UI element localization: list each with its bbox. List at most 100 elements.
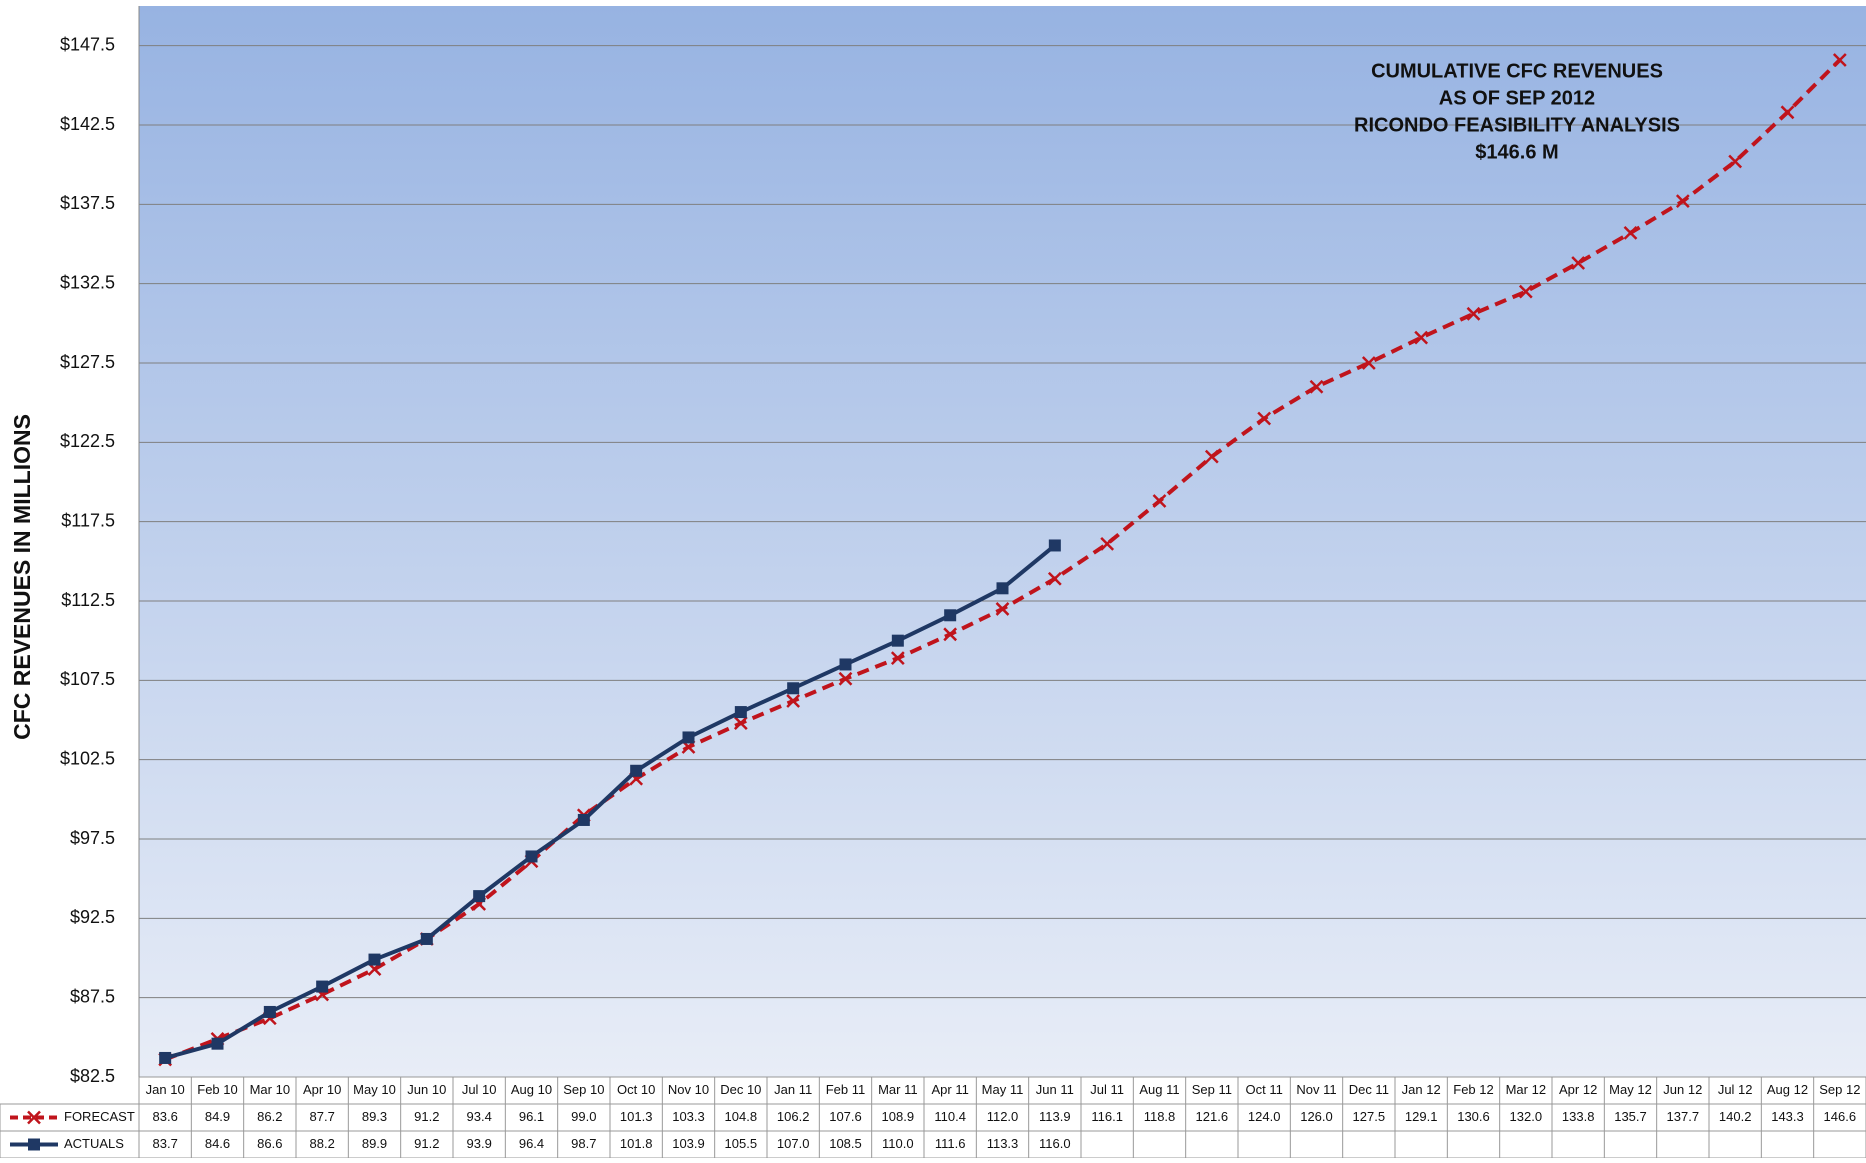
table-value: 89.9 bbox=[362, 1136, 387, 1151]
marker bbox=[1048, 539, 1061, 552]
table-value: 96.4 bbox=[519, 1136, 544, 1151]
table-value: 107.6 bbox=[829, 1109, 862, 1124]
y-tick-label: $97.5 bbox=[70, 828, 115, 848]
marker bbox=[1100, 536, 1115, 551]
x-tick-label: May 11 bbox=[982, 1082, 1024, 1097]
table-value: 106.2 bbox=[777, 1109, 810, 1124]
table-value: 108.5 bbox=[829, 1136, 862, 1151]
marker bbox=[316, 980, 329, 993]
y-tick-label: $147.5 bbox=[60, 34, 115, 54]
table-value: 118.8 bbox=[1144, 1109, 1176, 1124]
x-tick-label: Feb 10 bbox=[197, 1082, 237, 1097]
marker bbox=[995, 602, 1010, 616]
marker bbox=[944, 609, 957, 622]
table-value: 124.0 bbox=[1248, 1109, 1281, 1124]
x-tick-label: Sep 12 bbox=[1819, 1082, 1860, 1097]
table-value: 110.0 bbox=[882, 1136, 914, 1151]
table-value: 83.6 bbox=[153, 1109, 178, 1124]
marker bbox=[28, 1138, 40, 1151]
marker bbox=[473, 890, 486, 903]
table-value: 121.6 bbox=[1196, 1109, 1229, 1124]
y-tick-label: $87.5 bbox=[70, 986, 115, 1006]
table-value: 137.7 bbox=[1667, 1109, 1700, 1124]
x-tick-label: Mar 12 bbox=[1506, 1082, 1546, 1097]
marker bbox=[1518, 284, 1533, 299]
x-tick-label: Jun 10 bbox=[407, 1082, 446, 1097]
y-tick-label: $92.5 bbox=[70, 907, 115, 927]
marker bbox=[525, 850, 538, 863]
table-value: 88.2 bbox=[310, 1136, 335, 1151]
y-tick-label: $122.5 bbox=[60, 431, 115, 451]
y-tick-label: $102.5 bbox=[60, 748, 115, 768]
x-tick-label: May 10 bbox=[353, 1082, 396, 1097]
marker bbox=[420, 932, 433, 945]
marker bbox=[211, 1037, 224, 1050]
marker bbox=[891, 634, 904, 647]
marker bbox=[1780, 105, 1795, 120]
table-value: 103.9 bbox=[672, 1136, 705, 1151]
x-tick-label: Jan 10 bbox=[146, 1082, 185, 1097]
series-line bbox=[164, 543, 1057, 1060]
annotation: CUMULATIVE CFC REVENUES bbox=[1371, 60, 1663, 82]
table-value: 101.8 bbox=[620, 1136, 653, 1151]
table-value: 116.1 bbox=[1091, 1109, 1123, 1124]
table-value: 112.0 bbox=[987, 1109, 1019, 1124]
x-tick-label: May 12 bbox=[1609, 1082, 1652, 1097]
marker bbox=[1257, 411, 1272, 426]
marker bbox=[838, 671, 853, 686]
x-tick-label: Sep 10 bbox=[563, 1082, 604, 1097]
marker bbox=[1466, 306, 1481, 321]
x-tick-label: Aug 11 bbox=[1139, 1082, 1179, 1097]
marker bbox=[890, 651, 905, 666]
table-value: 86.6 bbox=[257, 1136, 282, 1151]
table-value: 110.4 bbox=[934, 1109, 966, 1124]
marker bbox=[733, 716, 748, 731]
table-value: 93.4 bbox=[467, 1109, 492, 1124]
x-tick-label: Jun 12 bbox=[1663, 1082, 1702, 1097]
table-value: 104.8 bbox=[725, 1109, 758, 1124]
y-tick-label: $137.5 bbox=[60, 193, 115, 213]
table-value: 130.6 bbox=[1457, 1109, 1490, 1124]
marker bbox=[630, 764, 643, 777]
marker bbox=[1204, 449, 1219, 464]
table-value: 127.5 bbox=[1353, 1109, 1386, 1124]
table-value: 116.0 bbox=[1039, 1136, 1071, 1151]
y-tick-label: $132.5 bbox=[60, 272, 115, 292]
marker bbox=[1361, 356, 1376, 370]
table-value: 107.0 bbox=[777, 1136, 810, 1151]
table-value: 105.5 bbox=[725, 1136, 758, 1151]
table-value: 89.3 bbox=[362, 1109, 387, 1124]
table-value: 99.0 bbox=[571, 1109, 596, 1124]
table-value: 108.9 bbox=[882, 1109, 915, 1124]
x-tick-label: Dec 11 bbox=[1349, 1082, 1389, 1097]
table-value: 113.9 bbox=[1039, 1109, 1071, 1124]
x-tick-label: Jan 12 bbox=[1402, 1082, 1441, 1097]
x-tick-label: Apr 12 bbox=[1559, 1082, 1597, 1097]
marker bbox=[27, 1110, 41, 1125]
table-value: 91.2 bbox=[414, 1136, 439, 1151]
table-value: 103.3 bbox=[672, 1109, 705, 1124]
legend-label: FORECAST bbox=[64, 1109, 135, 1124]
x-tick-label: Oct 10 bbox=[617, 1082, 655, 1097]
marker bbox=[159, 1051, 172, 1064]
plot-background bbox=[139, 6, 1866, 1077]
marker bbox=[786, 694, 801, 708]
table-value: 132.0 bbox=[1510, 1109, 1543, 1124]
table-value: 86.2 bbox=[257, 1109, 282, 1124]
marker bbox=[1728, 154, 1743, 169]
y-tick-label: $82.5 bbox=[70, 1066, 115, 1086]
x-tick-label: Mar 10 bbox=[250, 1082, 290, 1097]
y-tick-label: $142.5 bbox=[60, 114, 115, 134]
x-tick-label: Aug 12 bbox=[1767, 1082, 1808, 1097]
table-value: 129.1 bbox=[1405, 1109, 1438, 1124]
x-tick-label: Apr 11 bbox=[931, 1082, 968, 1097]
x-tick-label: Jul 12 bbox=[1718, 1082, 1753, 1097]
x-tick-label: Sep 11 bbox=[1192, 1082, 1232, 1097]
marker bbox=[1675, 194, 1690, 209]
x-tick-label: Apr 10 bbox=[303, 1082, 341, 1097]
marker bbox=[839, 658, 852, 671]
table-value: 146.6 bbox=[1824, 1109, 1857, 1124]
x-tick-label: Jan 11 bbox=[774, 1082, 812, 1097]
y-tick-label: $112.5 bbox=[61, 590, 115, 610]
